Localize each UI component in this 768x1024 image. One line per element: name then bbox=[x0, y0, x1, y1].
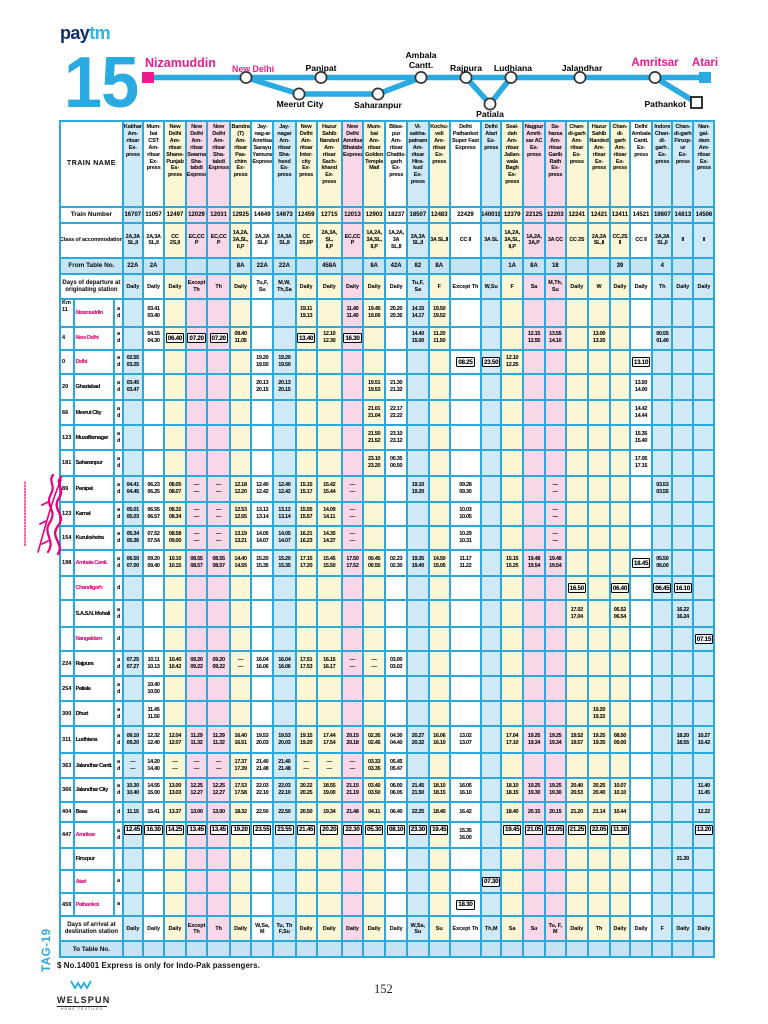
svg-text:Nizamuddin: Nizamuddin bbox=[145, 56, 216, 70]
svg-text:Cantt.: Cantt. bbox=[409, 60, 433, 70]
svg-text:Patiala: Patiala bbox=[476, 109, 504, 119]
svg-text:New Delhi: New Delhi bbox=[232, 64, 274, 74]
svg-text:Atari: Atari bbox=[692, 57, 718, 69]
svg-text:Saharanpur: Saharanpur bbox=[354, 100, 402, 110]
svg-text:Jalandhar: Jalandhar bbox=[562, 63, 603, 73]
svg-text:Meerut City: Meerut City bbox=[277, 99, 324, 109]
svg-text:Amritsar: Amritsar bbox=[631, 57, 679, 69]
svg-text:Rajpura: Rajpura bbox=[450, 63, 482, 73]
svg-text:Pathankot: Pathankot bbox=[644, 99, 686, 109]
svg-text:Panipat: Panipat bbox=[305, 63, 336, 73]
svg-text:Ludhiana: Ludhiana bbox=[494, 63, 532, 73]
svg-text:Ambala: Ambala bbox=[405, 50, 436, 60]
